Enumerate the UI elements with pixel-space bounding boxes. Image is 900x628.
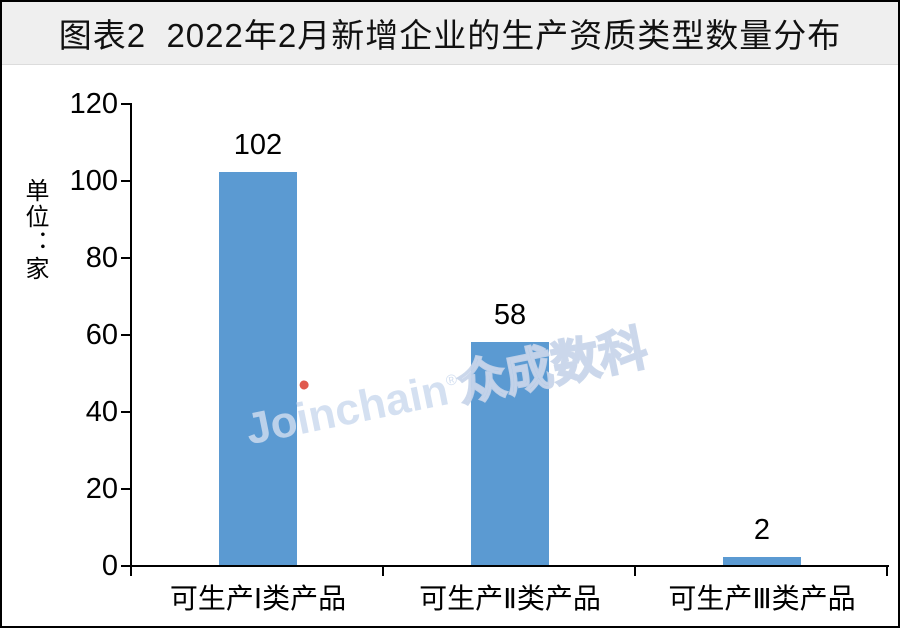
title-banner: 图表2 2022年2月新增企业的生产资质类型数量分布 [2,2,898,65]
y-axis-tick [121,103,130,105]
bar-value-label: 102 [233,129,283,162]
registered-trademark-icon: ® [444,371,459,390]
y-tick-label: 100 [69,165,118,197]
y-axis-tick [121,488,130,490]
x-axis-line [130,565,889,567]
y-axis-tick [121,257,130,259]
y-tick-label: 60 [85,319,118,351]
category-label: 可生产Ⅰ类产品 [169,583,347,614]
x-axis-tick [886,565,888,576]
x-axis-tick [130,565,132,576]
watermark: Joinchain®众成数科 [240,315,653,454]
plot-area: 单位：家 0 20 40 60 80 100 120 102 可生产Ⅰ类产品 58 可生产Ⅱ类产品 2… [2,65,898,626]
y-axis-tick [121,180,130,182]
watermark-red-dot-icon [298,379,310,391]
category-label: 可生产Ⅲ类产品 [668,583,856,614]
y-tick-label: 40 [85,396,118,428]
bar [723,557,801,565]
y-axis-tick [121,411,130,413]
bar-value-label: 58 [493,298,527,331]
y-tick-label: 80 [85,242,118,274]
y-axis-unit-label: 单位：家 [21,178,48,282]
category-label: 可生产Ⅱ类产品 [419,583,601,614]
y-axis-line [130,103,132,567]
bar-value-label: 2 [753,514,771,547]
x-axis-tick [634,565,636,576]
y-tick-label: 120 [69,88,118,120]
y-tick-label: 0 [101,550,118,582]
y-tick-label: 20 [85,473,118,505]
y-axis-tick [121,565,130,567]
y-axis-tick [121,334,130,336]
x-axis-tick [382,565,384,576]
bar [471,341,549,565]
bar [219,172,297,565]
chart-title: 图表2 2022年2月新增企业的生产资质类型数量分布 [58,17,842,54]
